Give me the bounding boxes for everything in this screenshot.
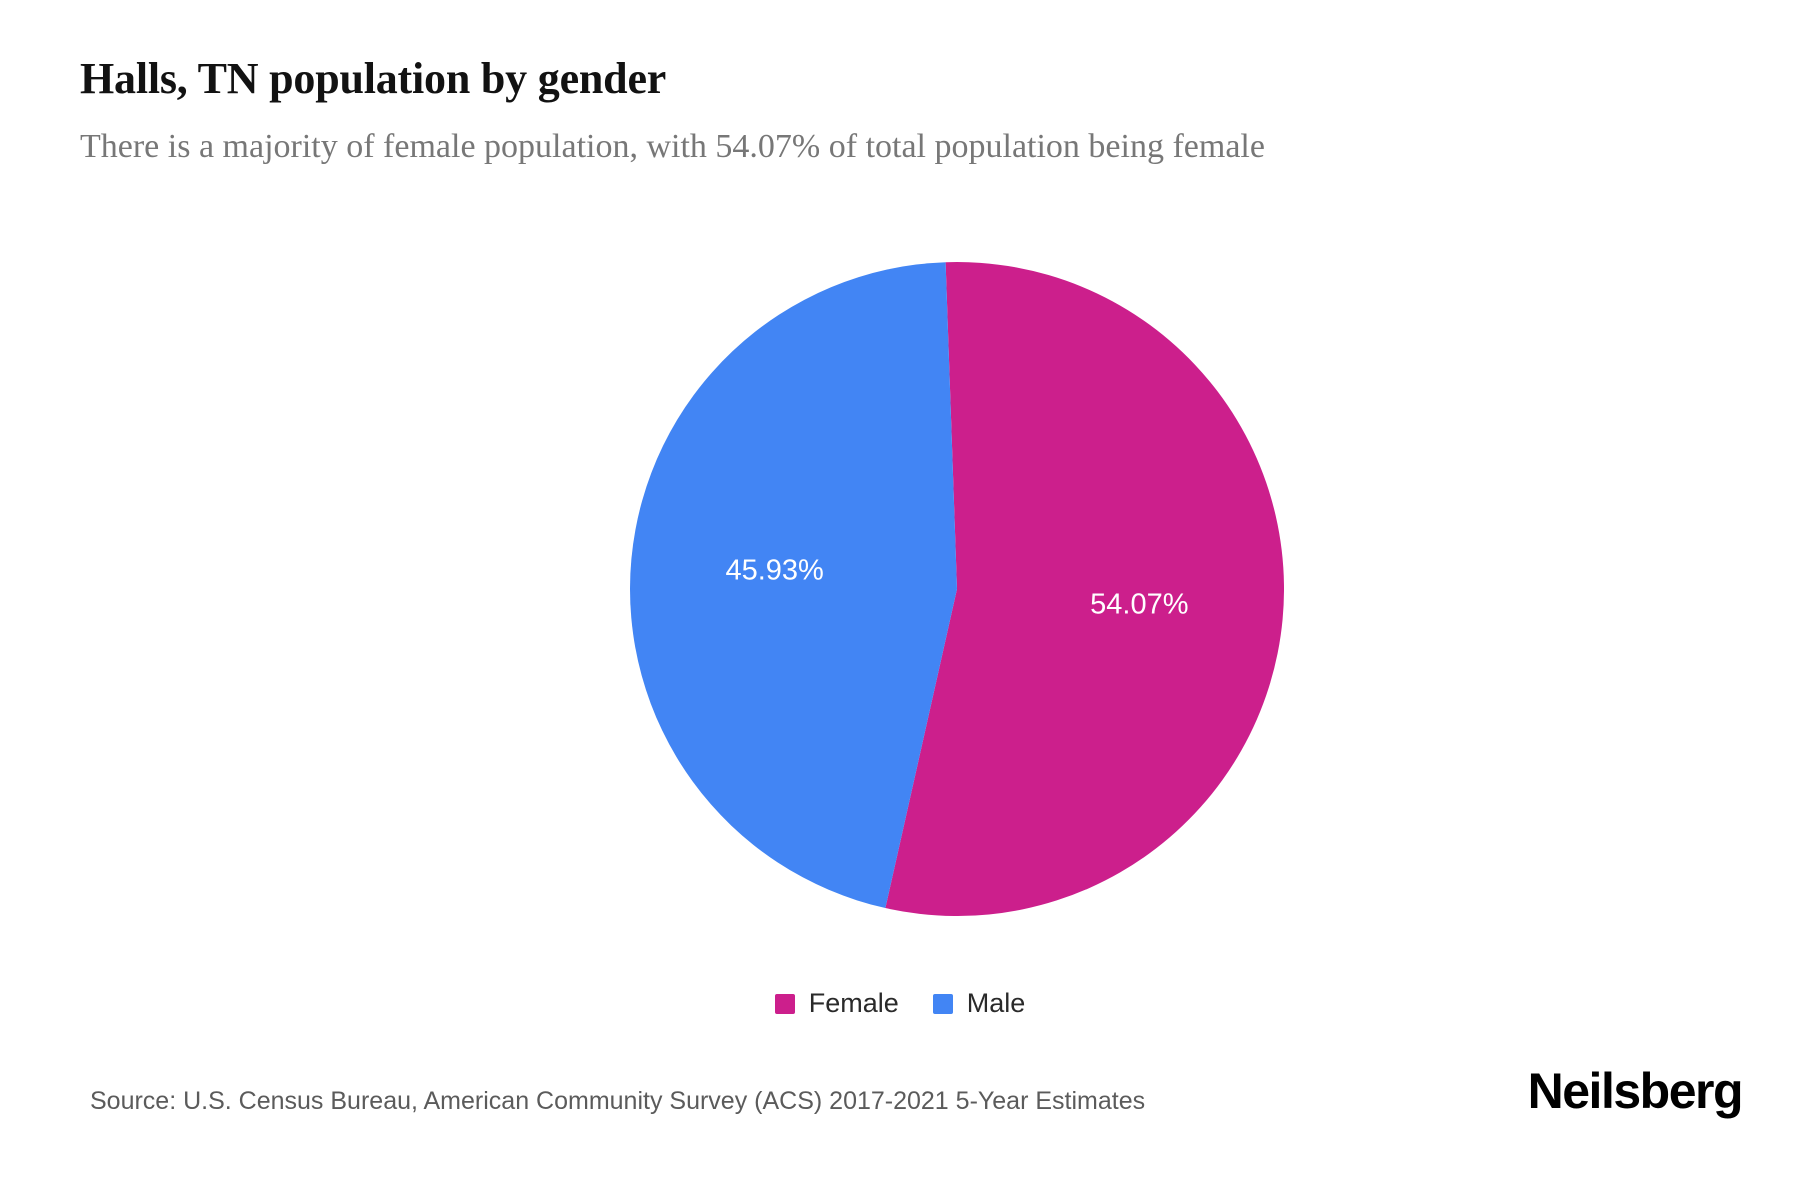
plot-area: 54.07% 45.93%	[0, 200, 1800, 960]
page-title: Halls, TN population by gender	[80, 54, 667, 103]
chart-subtitle: There is a majority of female population…	[80, 128, 1265, 165]
legend-label: Male	[966, 988, 1026, 1018]
legend-item-male[interactable]: Male	[932, 988, 1026, 1018]
pie-svg: 54.07% 45.93%	[630, 262, 1284, 916]
pie-slice-label-female: 54.07%	[1090, 589, 1188, 621]
source-note: Source: U.S. Census Bureau, American Com…	[90, 1087, 1146, 1115]
legend-swatch-female-icon	[774, 993, 795, 1014]
chart-legend: Female Male	[0, 990, 1800, 1017]
legend-swatch-male-icon	[932, 993, 953, 1014]
pie-slice-male[interactable]	[630, 262, 957, 909]
pie-slice-female[interactable]	[885, 262, 1284, 916]
legend-item-female[interactable]: Female	[774, 988, 899, 1018]
pie-slices	[630, 262, 1284, 916]
legend-label: Female	[808, 988, 899, 1018]
pie-slice-label-male: 45.93%	[725, 555, 823, 587]
brand-logo: Neilsberg	[1527, 1063, 1744, 1119]
pie-chart: 54.07% 45.93%	[630, 262, 1284, 916]
